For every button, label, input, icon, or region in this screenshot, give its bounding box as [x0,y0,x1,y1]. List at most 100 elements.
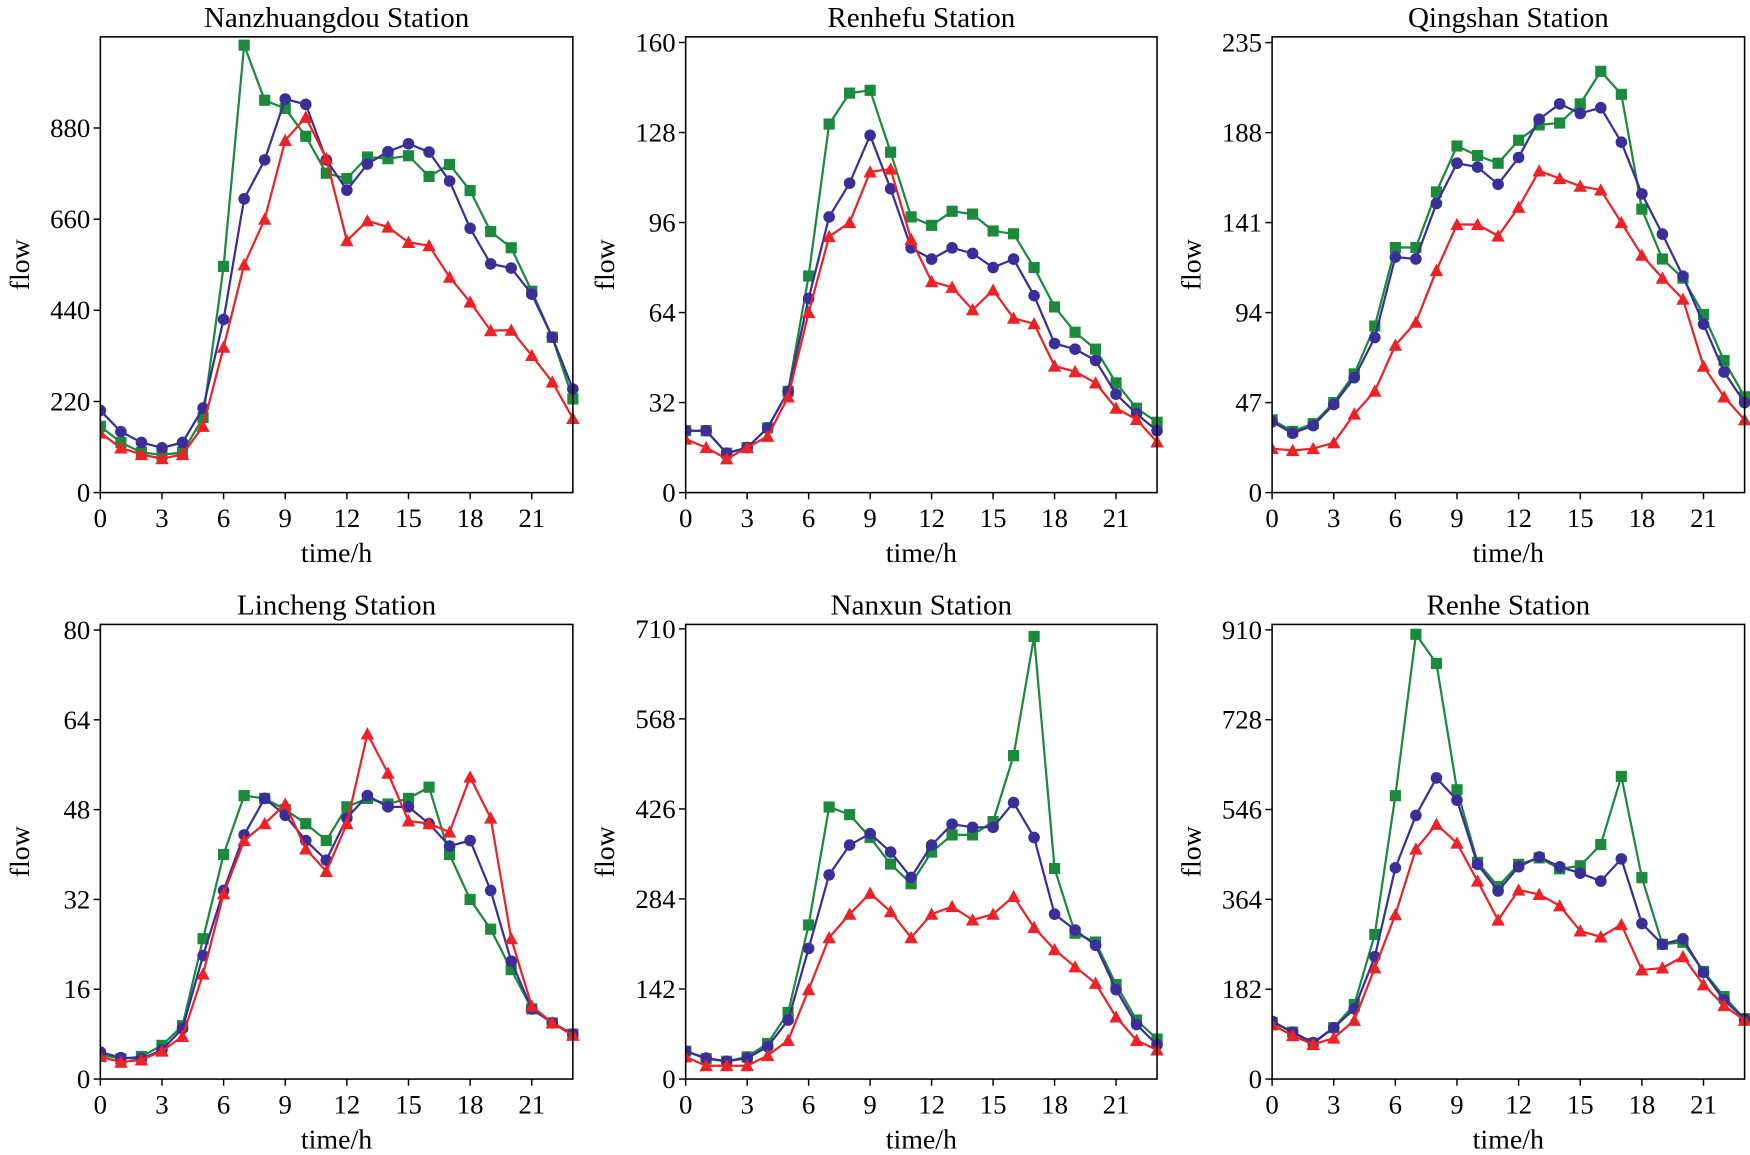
x-tick-label: 0 [94,503,107,533]
series-line [100,730,574,1064]
data-point-circle [1410,253,1422,265]
data-point-triangle [504,932,518,945]
x-tick-label: 9 [279,503,292,533]
series-line [685,89,1158,455]
data-point-square [423,170,435,183]
data-point-triangle [1388,907,1403,921]
x-tick-label: 21 [518,503,545,533]
data-point-triangle [1614,917,1629,931]
data-point-square [1615,88,1627,100]
data-point-circle [1089,354,1102,367]
data-point-circle [1389,861,1402,874]
x-tick-label: 3 [740,503,753,533]
data-point-square [1697,308,1710,321]
data-point-circle [1512,860,1525,873]
plot-frame [99,36,574,494]
data-point-circle [402,137,415,150]
x-tick-label: 6 [217,1090,230,1120]
data-point-square [1069,326,1081,338]
data-point-square [1595,65,1607,77]
data-point-triangle [175,447,190,461]
series-line [685,800,1158,1063]
data-point-circle [1594,875,1607,887]
data-point-circle [1615,136,1628,148]
data-point-triangle [1027,317,1041,330]
data-point-circle [1272,415,1278,428]
x-tick-label: 3 [1327,1090,1340,1120]
data-point-circle [802,942,815,955]
x-tick-label: 18 [457,1090,484,1120]
data-point-circle [1389,251,1402,263]
data-point-circle [1048,908,1061,920]
x-tick-label: 3 [740,1090,753,1120]
data-point-triangle [822,229,836,243]
series-line [100,44,574,457]
data-point-triangle [504,323,518,336]
y-tick-label: 80 [63,615,90,645]
data-point-triangle [1027,920,1041,934]
data-point-triangle [1450,217,1464,231]
data-point-square [1369,320,1381,332]
data-point-circle [176,436,189,449]
data-point-circle [1512,151,1525,164]
data-point-circle [864,129,876,142]
data-point-square [1369,928,1381,940]
data-point-triangle [299,842,313,855]
data-point-triangle [1717,390,1731,403]
data-point-triangle [1696,359,1711,372]
x-tick-label: 12 [333,1090,360,1120]
x-axis-label: time/h [301,1124,372,1155]
x-tick-label: 9 [863,503,876,533]
x-axis-label: time/h [886,538,957,569]
data-point-circle [884,182,897,195]
x-tick-label: 0 [94,1090,107,1120]
data-point-circle [217,313,230,326]
plot-frame [684,36,1158,494]
data-point-square [1089,343,1102,355]
series-circle [1272,772,1750,1049]
y-tick-label: 96 [649,207,676,237]
data-point-triangle [924,274,939,288]
y-tick-label: 128 [635,117,675,147]
data-point-triangle [483,323,498,337]
data-point-triangle [360,727,375,740]
plot-frame [1271,623,1746,1080]
data-point-square [1410,241,1422,254]
data-point-square [1028,261,1040,274]
data-point-square [1048,862,1061,875]
data-point-circle [823,211,835,223]
chart-title: Qingshan Station [1408,2,1609,34]
data-point-circle [1130,1018,1143,1031]
x-tick-label: 18 [1041,1090,1068,1120]
y-tick-label: 568 [635,704,675,734]
data-point-circle [299,98,312,111]
data-point-triangle [965,913,980,926]
y-tick-label: 0 [77,1064,90,1094]
series-triangle [685,162,1164,465]
data-point-circle [843,839,856,851]
x-tick-label: 21 [1690,503,1717,533]
subplot-5: Nanxun Station time/h flow 0 3 6 9 12 15 18 21 0 142… [590,589,1164,1155]
data-point-circle [1636,188,1648,200]
data-point-triangle [986,907,1000,920]
data-point-triangle [1006,311,1021,324]
y-tick-label: 32 [649,388,676,418]
data-point-triangle [340,816,354,830]
x-tick-label: 15 [980,503,1007,533]
data-point-triangle [1614,215,1629,229]
data-point-triangle [545,1016,560,1029]
data-point-triangle [1006,889,1021,903]
series-triangle [1272,817,1750,1051]
data-point-square [1028,630,1040,643]
data-point-triangle [1491,229,1505,242]
data-point-triangle [1272,1018,1279,1031]
data-point-circle [382,801,394,813]
data-point-triangle [1532,887,1546,901]
data-point-square [300,130,312,142]
series-square [100,781,579,1065]
y-tick-label: 0 [662,1064,675,1094]
data-point-circle [1656,938,1669,951]
data-point-square [1007,228,1020,240]
x-tick-label: 12 [1505,1090,1532,1120]
data-point-triangle [1717,998,1731,1012]
